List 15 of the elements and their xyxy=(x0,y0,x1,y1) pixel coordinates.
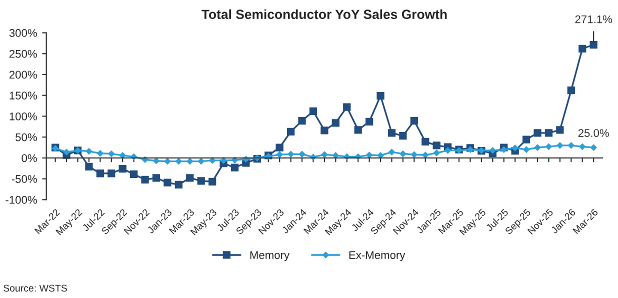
y-tick-label: -50% xyxy=(12,175,37,183)
legend-label: Memory xyxy=(250,251,290,262)
annotation: 25.0% xyxy=(578,129,609,137)
y-tick-label: 250% xyxy=(9,50,37,58)
legend-label: Ex-Memory xyxy=(349,251,406,262)
y-tick-label: -100% xyxy=(6,196,37,204)
y-tick-label: 300% xyxy=(9,29,37,37)
annotation: 271.1% xyxy=(575,15,612,24)
source-note: Source: WSTS xyxy=(4,284,67,292)
y-tick-label: 100% xyxy=(10,112,37,120)
y-tick-label: 0% xyxy=(22,154,37,162)
chart-title: Total Semiconductor YoY Sales Growth xyxy=(202,9,447,20)
y-tick-label: 150% xyxy=(10,92,37,100)
y-tick-label: 200% xyxy=(9,70,37,79)
y-tick-label: 50% xyxy=(16,133,37,142)
